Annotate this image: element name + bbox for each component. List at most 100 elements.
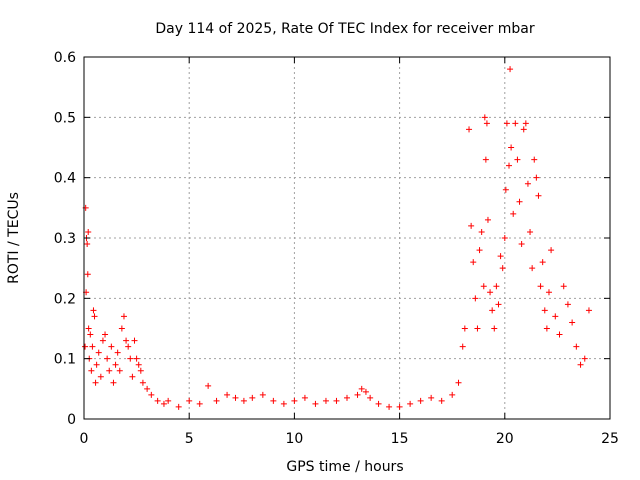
- data-point: [573, 343, 580, 350]
- data-point: [493, 283, 500, 290]
- data-point: [85, 228, 92, 235]
- data-point: [131, 337, 138, 344]
- data-point: [108, 343, 115, 350]
- data-point: [91, 313, 98, 320]
- data-point: [499, 265, 506, 272]
- data-point: [270, 397, 277, 404]
- data-point: [118, 325, 125, 332]
- y-tick-label: 0.3: [54, 231, 76, 247]
- data-point: [491, 325, 498, 332]
- data-point: [375, 400, 382, 407]
- data-point: [502, 186, 509, 193]
- data-point: [85, 325, 92, 332]
- data-point: [466, 126, 473, 133]
- data-point: [476, 247, 483, 254]
- data-point: [531, 156, 538, 163]
- data-point: [506, 162, 513, 169]
- data-point: [139, 379, 146, 386]
- y-tick-label: 0.2: [54, 291, 76, 307]
- x-axis-label: GPS time / hours: [286, 459, 403, 475]
- data-point: [123, 337, 130, 344]
- data-point: [354, 391, 361, 398]
- data-point: [514, 156, 521, 163]
- data-point: [470, 259, 477, 266]
- data-point: [87, 331, 94, 338]
- data-point: [585, 307, 592, 314]
- data-point: [92, 379, 99, 386]
- data-point: [552, 313, 559, 320]
- data-point: [160, 400, 167, 407]
- data-point: [333, 397, 340, 404]
- data-point: [520, 126, 527, 133]
- data-point: [137, 367, 144, 374]
- data-point: [213, 397, 220, 404]
- data-point: [99, 337, 106, 344]
- data-point: [135, 361, 142, 368]
- data-point: [165, 397, 172, 404]
- chart-title: Day 114 of 2025, Rate Of TEC Index for r…: [155, 21, 534, 37]
- data-point: [106, 367, 113, 374]
- data-point: [240, 397, 247, 404]
- data-point: [533, 174, 540, 181]
- y-axis-label: ROTI / TECUs: [6, 192, 22, 284]
- data-point: [472, 295, 479, 302]
- data-point: [186, 397, 193, 404]
- data-point: [503, 120, 510, 127]
- data-point: [104, 355, 111, 362]
- data-point: [396, 403, 403, 410]
- data-point: [125, 343, 132, 350]
- data-point: [468, 222, 475, 229]
- data-point: [455, 379, 462, 386]
- data-point: [527, 228, 534, 235]
- x-tick-label: 15: [391, 431, 409, 447]
- data-point: [524, 180, 531, 187]
- data-point: [537, 283, 544, 290]
- data-point: [495, 301, 502, 308]
- data-point: [97, 373, 104, 380]
- data-point: [449, 391, 456, 398]
- data-point: [280, 400, 287, 407]
- data-point: [84, 241, 91, 248]
- data-point: [507, 66, 514, 73]
- x-tick-label: 20: [496, 431, 514, 447]
- data-point: [577, 361, 584, 368]
- data-point: [144, 385, 151, 392]
- data-point: [175, 403, 182, 410]
- data-point: [120, 313, 127, 320]
- data-point: [497, 253, 504, 260]
- data-point: [510, 210, 517, 217]
- data-point: [518, 241, 525, 248]
- data-point: [154, 397, 161, 404]
- data-point: [249, 394, 256, 401]
- data-point: [386, 403, 393, 410]
- data-point: [312, 400, 319, 407]
- data-point: [512, 120, 519, 127]
- data-point: [224, 391, 231, 398]
- y-tick-label: 0: [67, 412, 76, 428]
- data-point: [428, 394, 435, 401]
- x-tick-label: 10: [285, 431, 303, 447]
- grid-lines: [84, 57, 610, 419]
- data-point: [459, 343, 466, 350]
- data-point: [569, 319, 576, 326]
- y-tick-label: 0.5: [54, 110, 76, 126]
- data-point: [133, 355, 140, 362]
- data-point: [89, 343, 96, 350]
- data-point: [543, 325, 550, 332]
- data-point: [232, 394, 239, 401]
- x-tick-label: 5: [185, 431, 194, 447]
- data-point: [564, 301, 571, 308]
- data-point: [489, 307, 496, 314]
- data-point: [545, 289, 552, 296]
- data-point: [480, 283, 487, 290]
- x-tick-label: 0: [80, 431, 89, 447]
- data-point: [461, 325, 468, 332]
- axis-ticks: 0 5 10 15 20 25 0 0.1 0.2 0.3 0.4 0.5 0.6: [54, 50, 619, 447]
- data-point: [508, 144, 515, 151]
- data-point: [539, 259, 546, 266]
- data-point: [438, 397, 445, 404]
- y-tick-label: 0.1: [54, 352, 76, 368]
- data-point: [417, 397, 424, 404]
- data-point: [129, 373, 136, 380]
- data-point: [474, 325, 481, 332]
